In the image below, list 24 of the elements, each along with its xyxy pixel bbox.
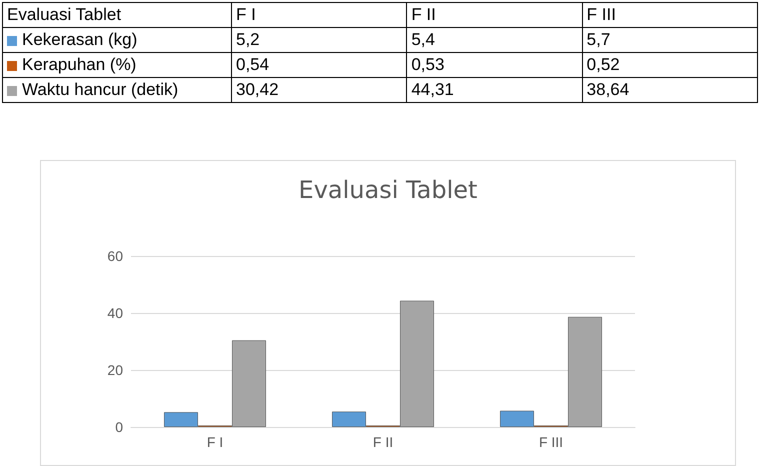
legend-label: Kekerasan (kg)	[22, 30, 138, 49]
data-label: 44,31	[406, 78, 582, 102]
y-tick-label: 40	[107, 305, 124, 321]
data-label: 30,42	[232, 78, 407, 102]
x-tick-label: F III	[538, 434, 564, 450]
data-label: 0,53	[406, 52, 582, 78]
data-label: 5,2	[232, 28, 407, 52]
data-label: 5,7	[582, 28, 758, 52]
x-tick-label: F I	[206, 434, 224, 450]
y-tick-label: 0	[115, 419, 124, 435]
chart-title: Evaluasi Tablet	[7, 5, 122, 24]
x-tick-label: F II	[372, 434, 394, 450]
category-label: F I	[236, 5, 256, 24]
category-label: F II	[411, 5, 436, 24]
data-label: 0,54	[232, 52, 407, 78]
legend-label: Kerapuhan (%)	[22, 55, 136, 74]
category-label: F III	[586, 5, 616, 24]
legend-label: Waktu hancur (detik)	[22, 80, 178, 99]
data-label: 5,4	[406, 28, 582, 52]
data-label: 0,52	[582, 52, 758, 78]
data-label: 38,64	[582, 78, 758, 102]
chart-title: Evaluasi Tablet	[298, 176, 478, 204]
y-tick-label: 20	[107, 362, 124, 378]
y-tick-label: 60	[107, 248, 124, 264]
